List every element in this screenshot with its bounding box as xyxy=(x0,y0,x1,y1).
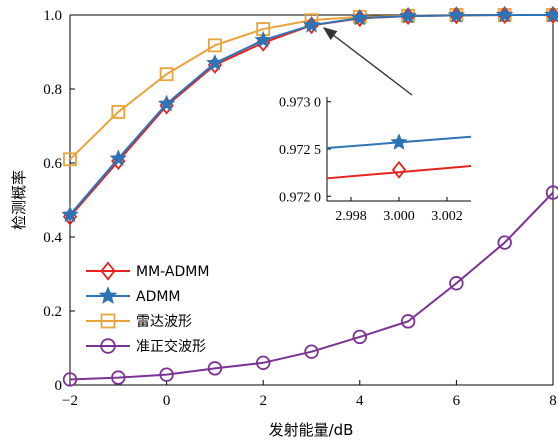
data-point xyxy=(254,31,272,48)
inset-background xyxy=(327,97,471,201)
inset-x-tick-label: 2.998 xyxy=(335,209,367,224)
x-tick-label: 2 xyxy=(259,393,267,409)
inset-panel: 2.998 3.000 3.002 0.972 0 0.972 5 0.973 0 xyxy=(279,96,472,224)
y-tick-label: 0.6 xyxy=(43,156,62,172)
inset-y-tick-label: 0.972 5 xyxy=(279,143,321,158)
inset-ticks: 2.998 3.000 3.002 0.972 0 0.972 5 0.973 0 xyxy=(279,96,463,224)
data-point xyxy=(256,355,271,371)
data-point xyxy=(545,185,558,200)
legend-label: ADMM xyxy=(136,289,181,305)
x-tick-label: 6 xyxy=(453,393,461,409)
inset-series xyxy=(326,133,472,180)
inset-series-line xyxy=(326,165,472,180)
data-point xyxy=(61,205,79,223)
inset-data-point xyxy=(391,160,407,179)
legend-marker xyxy=(100,313,116,329)
data-point xyxy=(207,361,223,376)
data-point xyxy=(62,372,78,387)
legend-item: 雷达波形 xyxy=(86,313,192,330)
data-point xyxy=(497,235,512,250)
data-point xyxy=(159,367,174,382)
series-circle xyxy=(62,185,558,387)
y-tick-label: 0 xyxy=(55,378,63,394)
data-point xyxy=(302,16,321,33)
y-tick-label: 0.2 xyxy=(43,304,62,320)
data-point xyxy=(109,149,127,166)
series-layer xyxy=(61,5,558,387)
inset-x-tick-label: 3.002 xyxy=(431,209,463,224)
data-point xyxy=(304,344,319,359)
data-point xyxy=(63,152,77,167)
data-point xyxy=(447,6,466,23)
data-point xyxy=(399,6,417,24)
legend-label: MM-ADMM xyxy=(136,264,209,280)
inset-series-star xyxy=(326,133,472,150)
data-point xyxy=(449,276,464,291)
y-axis-ticks: 0 0.2 0.4 0.6 0.8 1.0 xyxy=(43,8,75,394)
zoom-arrow xyxy=(322,27,413,96)
x-tick-label: 4 xyxy=(356,393,364,409)
legend-label: 雷达波形 xyxy=(136,314,192,330)
inset-y-tick-label: 0.972 0 xyxy=(279,190,321,205)
legend-marker xyxy=(100,261,116,281)
data-point xyxy=(159,67,174,82)
series-star xyxy=(61,5,558,223)
data-point xyxy=(206,53,224,71)
data-point xyxy=(111,105,126,119)
x-tick-label: −2 xyxy=(62,393,78,409)
inset-data-point xyxy=(390,133,408,150)
y-tick-label: 0.8 xyxy=(43,82,62,98)
x-tick-label: 0 xyxy=(163,393,171,409)
data-point xyxy=(111,370,126,385)
series-line xyxy=(69,14,553,161)
data-point xyxy=(544,5,558,23)
data-point xyxy=(352,329,368,345)
series-line xyxy=(69,14,553,216)
y-tick-label: 1.0 xyxy=(43,8,62,24)
x-tick-label: 8 xyxy=(549,393,557,409)
legend-item: 准正交波形 xyxy=(86,338,206,355)
data-point xyxy=(157,94,176,112)
legend-label: 准正交波形 xyxy=(136,338,206,355)
x-axis-label: 发射能量/dB xyxy=(269,421,354,439)
series-line xyxy=(69,191,554,381)
inset-y-tick-label: 0.973 0 xyxy=(279,96,321,111)
legend-marker xyxy=(98,286,118,304)
inset-series-diamond xyxy=(326,160,472,180)
y-tick-label: 0.4 xyxy=(43,230,62,246)
data-point xyxy=(207,38,222,53)
legend-marker xyxy=(100,338,116,354)
data-point xyxy=(351,8,369,26)
data-point xyxy=(400,314,416,329)
y-axis-label: 检测概率 xyxy=(10,170,28,230)
legend-item: MM-ADMM xyxy=(86,261,209,281)
legend-item: ADMM xyxy=(86,286,181,305)
inset-x-tick-label: 3.000 xyxy=(383,209,415,224)
series-line xyxy=(69,14,553,218)
data-point xyxy=(496,5,514,23)
x-axis-ticks: −2 0 2 4 6 8 xyxy=(62,380,557,409)
